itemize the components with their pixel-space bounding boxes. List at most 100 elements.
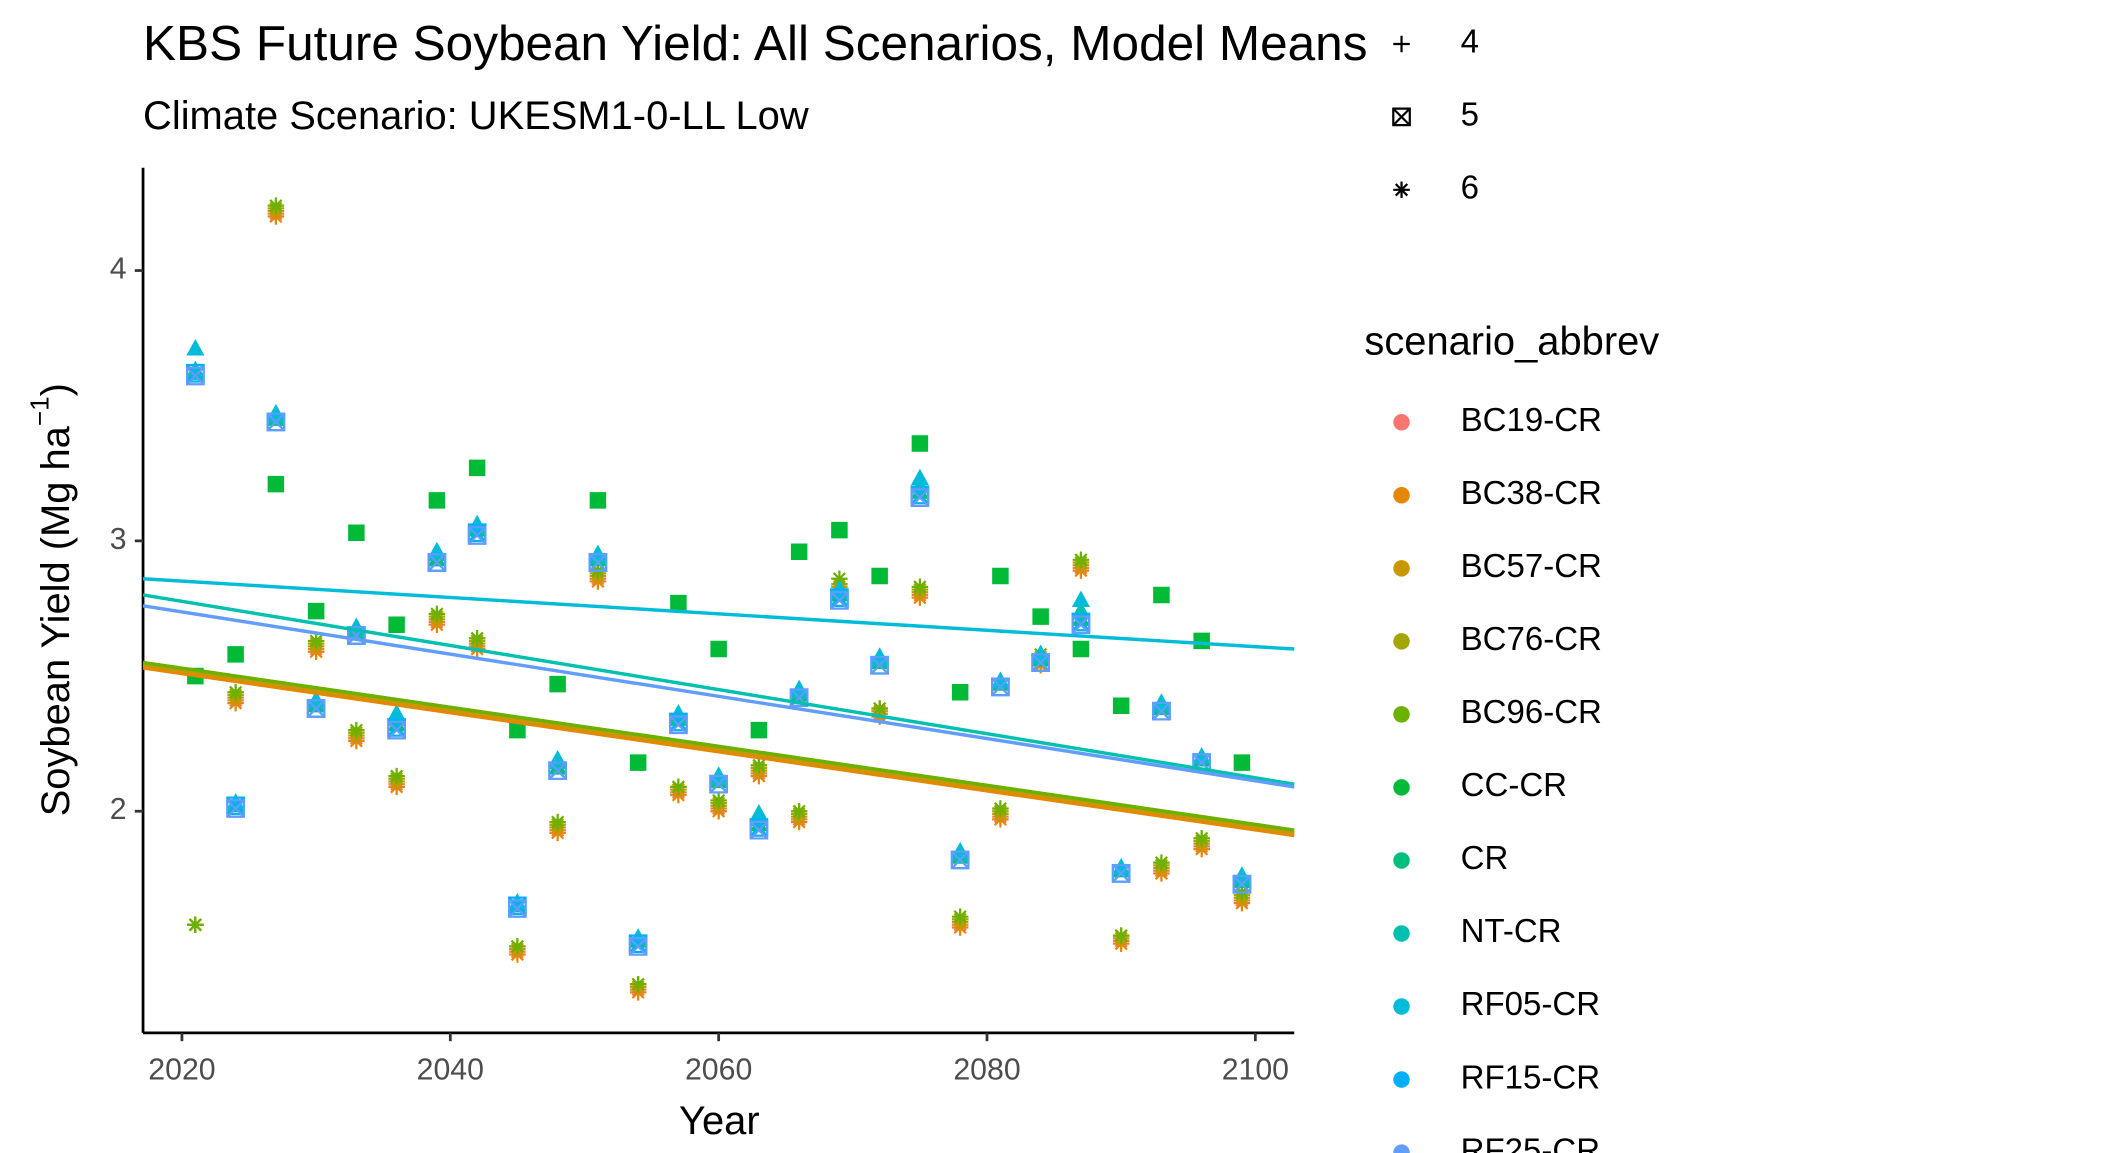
data-point xyxy=(266,403,285,421)
data-point xyxy=(709,766,728,783)
data-point xyxy=(870,647,889,664)
data-point xyxy=(509,721,526,739)
legend-label: 5 xyxy=(1461,96,1479,133)
data-point xyxy=(1152,693,1171,710)
data-point xyxy=(226,799,245,818)
data-point xyxy=(710,640,727,658)
data-point xyxy=(508,893,527,910)
legend-key xyxy=(1393,852,1410,869)
legend-label: CC-CR xyxy=(1461,766,1567,803)
data-point xyxy=(750,757,768,774)
legend-label: RF25-CR xyxy=(1461,1131,1600,1153)
legend-key xyxy=(1393,925,1410,942)
legend-label: BC57-CR xyxy=(1461,547,1602,584)
data-point xyxy=(992,800,1009,817)
data-point xyxy=(1072,640,1090,658)
data-point xyxy=(1233,754,1251,771)
data-point xyxy=(428,605,446,623)
data-point xyxy=(468,459,486,477)
legend-title: scenario_abbrev xyxy=(1364,319,1659,363)
data-point xyxy=(629,754,647,771)
data-point xyxy=(1232,874,1252,894)
data-point xyxy=(710,792,727,809)
data-point xyxy=(1192,747,1211,764)
data-point xyxy=(589,492,607,509)
data-point xyxy=(1031,653,1051,672)
data-point xyxy=(749,820,769,840)
legend-key xyxy=(1393,1144,1410,1153)
legend-key xyxy=(1393,706,1410,723)
data-point xyxy=(1031,644,1050,662)
legend-label: NT-CR xyxy=(1461,912,1562,949)
data-point xyxy=(267,475,285,493)
data-point xyxy=(388,616,405,633)
data-point xyxy=(307,632,325,650)
legend-key xyxy=(1393,1071,1410,1088)
data-point xyxy=(870,655,890,675)
data-point xyxy=(628,937,648,956)
trend-line xyxy=(142,666,1295,838)
data-point xyxy=(227,684,244,701)
legend-key xyxy=(1393,560,1410,577)
data-point xyxy=(991,671,1010,689)
data-point xyxy=(709,774,729,794)
legend-label: CR xyxy=(1461,839,1509,876)
data-point xyxy=(1111,864,1131,883)
data-point xyxy=(991,677,1010,697)
legend-label: 6 xyxy=(1461,169,1479,206)
data-point xyxy=(428,492,446,509)
legend-key xyxy=(1393,998,1410,1015)
data-point xyxy=(588,553,608,572)
data-point xyxy=(831,521,848,539)
y-axis-title: Soybean Yield (Mg ha−1) xyxy=(24,383,77,816)
trend-line xyxy=(142,593,1295,786)
data-point xyxy=(831,570,848,587)
legend-key xyxy=(1393,487,1410,504)
y-axis-title-end: ) xyxy=(33,383,77,396)
data-point xyxy=(348,721,365,739)
data-point xyxy=(992,567,1009,585)
data-point xyxy=(226,793,245,810)
data-point xyxy=(508,899,527,918)
legend-label: 4 xyxy=(1461,23,1479,60)
data-point xyxy=(306,699,326,718)
data-point xyxy=(1032,608,1049,625)
data-point xyxy=(950,850,970,870)
y-axis-title-main: Soybean Yield (Mg ha xyxy=(33,425,77,816)
trend-line xyxy=(142,577,1295,651)
data-point xyxy=(1071,615,1091,635)
data-point xyxy=(911,435,929,452)
data-point xyxy=(467,526,487,545)
data-point xyxy=(427,553,447,572)
data-point xyxy=(548,761,567,781)
data-point xyxy=(1193,632,1210,650)
legend-key xyxy=(1393,413,1410,431)
y-tick-label: 4 xyxy=(110,253,127,286)
data-point xyxy=(951,841,970,859)
data-point xyxy=(750,721,768,739)
data-point xyxy=(669,715,688,735)
data-point xyxy=(1071,590,1090,607)
x-tick-label: 2080 xyxy=(953,1053,1020,1086)
data-point xyxy=(387,704,406,721)
data-point xyxy=(790,802,808,820)
data-point xyxy=(670,778,687,796)
data-point xyxy=(629,976,647,993)
y-axis-title-exponent: −1 xyxy=(24,396,54,426)
data-point xyxy=(871,567,888,585)
chart-title: KBS Future Soybean Yield: All Scenarios,… xyxy=(143,16,1367,71)
data-point xyxy=(871,700,888,717)
data-point xyxy=(1152,701,1171,721)
data-point xyxy=(186,339,205,356)
data-point xyxy=(1153,854,1170,871)
data-point xyxy=(307,602,325,620)
x-tick-label: 2100 xyxy=(1222,1053,1289,1086)
x-tick-label: 2040 xyxy=(417,1053,484,1086)
data-point xyxy=(911,578,929,596)
data-point xyxy=(1072,551,1090,569)
data-point xyxy=(1112,697,1130,715)
data-point xyxy=(348,524,365,542)
data-point xyxy=(830,591,849,610)
data-point xyxy=(951,908,969,925)
x-tick-label: 2020 xyxy=(148,1053,215,1086)
